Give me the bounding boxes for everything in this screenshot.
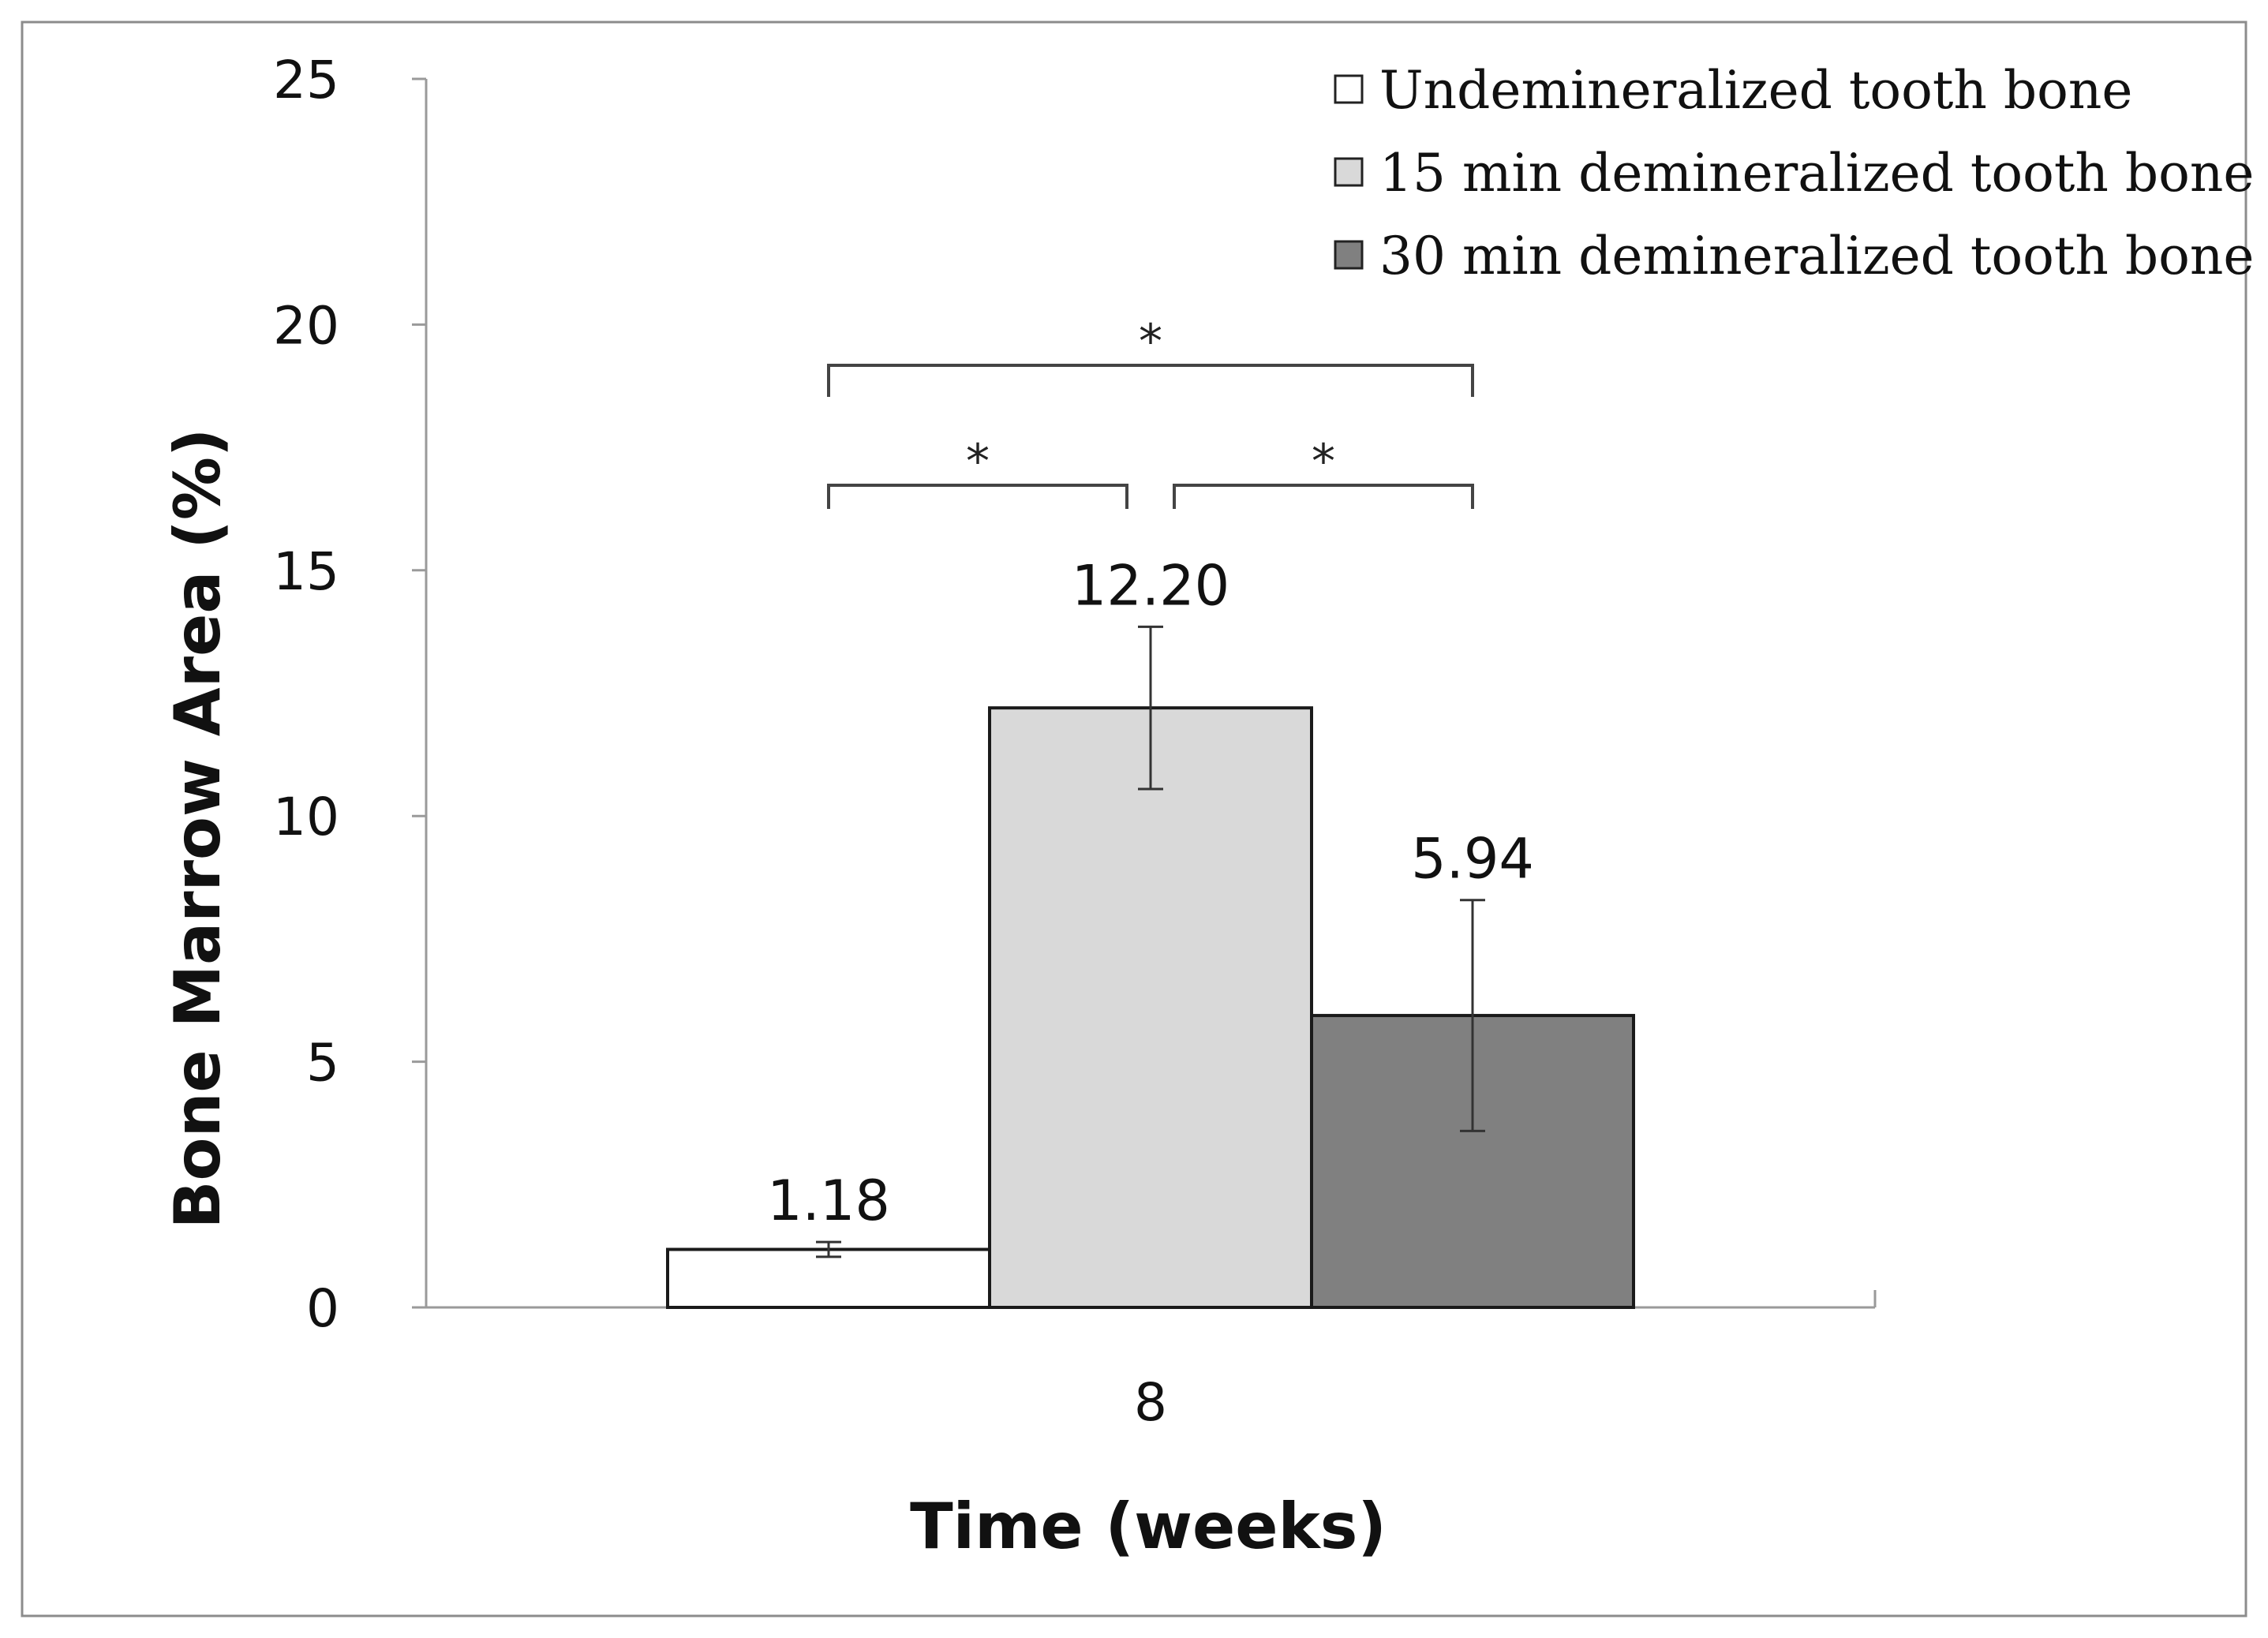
error-bars [816, 625, 1485, 1258]
y-tick-label: 5 [306, 1033, 339, 1094]
data-label: 12.20 [1072, 553, 1229, 618]
x-tick-label: 8 [1134, 1372, 1167, 1433]
legend-label-15min: 15 min demineralized tooth bone [1379, 143, 2254, 204]
data-label: 1.18 [767, 1169, 890, 1233]
legend-swatch-30min [1334, 240, 1364, 270]
legend-swatch-undemineralized [1334, 74, 1364, 104]
significance-star: * [966, 434, 990, 489]
y-tick-label: 25 [273, 50, 339, 110]
data-label: 5.94 [1411, 827, 1534, 892]
y-axis: 0 5 10 15 20 25 [273, 50, 428, 1339]
significance-bracket [827, 484, 1128, 509]
significance-brackets: * * * [827, 314, 1474, 509]
legend-swatch-15min [1334, 157, 1364, 187]
bars [666, 706, 1635, 1310]
significance-bracket [827, 364, 1474, 397]
data-labels: 1.18 12.20 5.94 [767, 553, 1534, 1233]
y-tick-label: 15 [273, 541, 339, 602]
bar [666, 1247, 991, 1310]
legend-label-undemineralized: Undemineralized tooth bone [1379, 60, 2132, 121]
legend-label-30min: 30 min demineralized tooth bone [1379, 226, 2254, 286]
significance-star: * [1139, 314, 1162, 369]
legend: Undemineralized tooth bone 15 min demine… [1334, 60, 2254, 286]
bar [988, 706, 1313, 1309]
significance-star: * [1312, 434, 1335, 489]
y-tick-label: 0 [306, 1278, 339, 1339]
x-axis-title: Time (weeks) [910, 1490, 1387, 1563]
y-axis-title: Bone Marrow Area (%) [161, 428, 234, 1229]
y-tick-label: 20 [273, 295, 339, 356]
significance-bracket [1173, 484, 1474, 509]
y-tick-label: 10 [273, 787, 339, 847]
